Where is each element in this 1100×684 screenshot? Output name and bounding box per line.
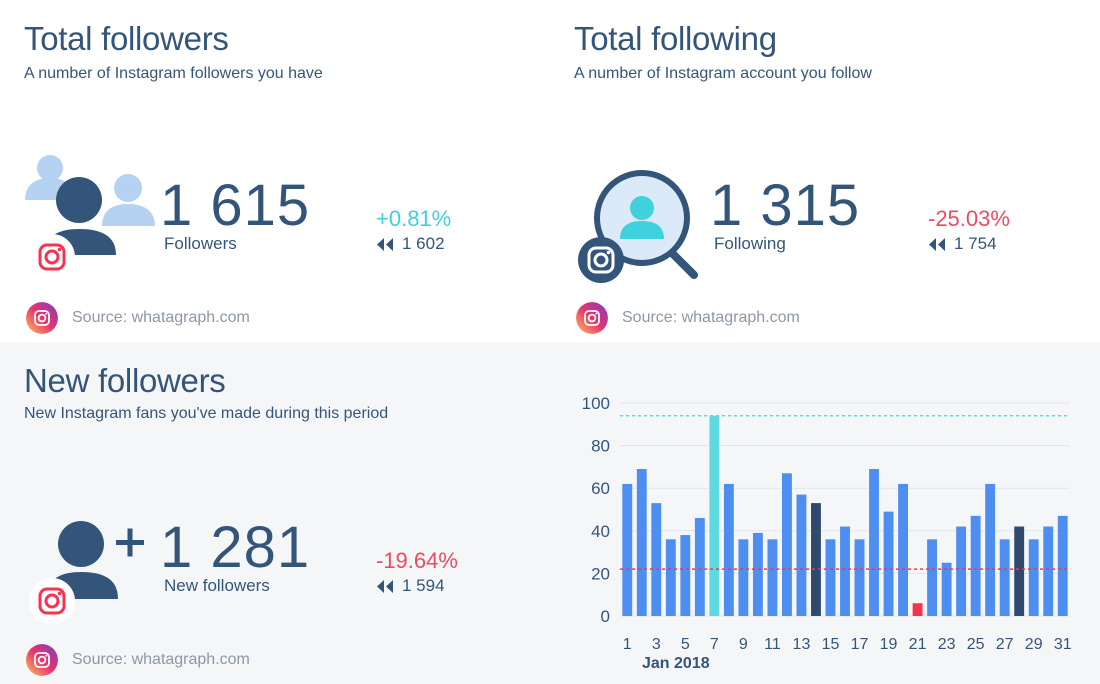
bar-day-4[interactable] [665,539,676,616]
x-tick-label: 17 [851,636,869,653]
x-tick-label: 3 [652,636,661,653]
following-source-text: Source: whatagraph.com [622,309,800,326]
instagram-icon [26,302,58,334]
new-followers-source: Source: whatagraph.com [26,644,250,676]
total-following-subtitle: A number of Instagram account you follow [574,65,872,82]
new-followers-panel: New followers New Instagram fans you've … [0,342,1100,684]
x-tick-label: 29 [1025,636,1043,653]
x-tick-label: 5 [681,636,690,653]
chart-bars [622,415,1068,616]
followers-previous: 1 602 [376,234,445,254]
followers-source-text: Source: whatagraph.com [72,309,250,326]
followers-source: Source: whatagraph.com [26,302,250,334]
x-tick-label: 27 [996,636,1014,653]
new-followers-count: 1 281 [160,515,311,580]
bar-day-27[interactable] [999,539,1010,616]
y-tick-label: 60 [591,479,610,498]
rewind-icon [377,237,393,251]
bar-day-15[interactable] [825,539,836,616]
total-following-title: Total following [574,20,777,57]
new-followers-source-text: Source: whatagraph.com [72,651,250,668]
bar-day-11[interactable] [767,539,778,616]
followers-count: 1 615 [160,173,311,238]
bar-day-25[interactable] [970,515,981,616]
y-tick-label: 0 [601,607,610,626]
new-followers-change: -19.64% [376,548,458,573]
total-followers-title: Total followers [24,20,229,57]
followers-group-icon [25,155,155,280]
bar-day-24[interactable] [956,526,967,616]
add-follower-icon [29,521,144,624]
following-previous-value: 1 754 [954,234,997,253]
bar-day-8[interactable] [723,483,734,616]
bar-day-1[interactable] [622,483,633,616]
bar-day-13[interactable] [796,494,807,616]
total-followers-panel: Total followers A number of Instagram fo… [0,0,550,342]
bar-day-10[interactable] [752,532,763,616]
x-tick-label: 15 [822,636,840,653]
instagram-icon [576,302,608,334]
x-tick-label: 23 [938,636,956,653]
bar-day-18[interactable] [869,469,879,616]
chart-x-ticks: 1 3 5 7 9 11 13 15 17 19 21 23 25 27 29 31 [623,636,1072,653]
new-followers-previous-value: 1 594 [402,576,445,595]
bar-day-7[interactable] [709,415,720,616]
bar-day-6[interactable] [694,518,705,616]
followers-label: Followers [164,234,237,253]
x-tick-label: 1 [623,636,632,653]
rewind-icon [377,579,393,593]
followers-change: +0.81% [376,206,452,231]
x-tick-label: 19 [880,636,898,653]
new-followers-previous: 1 594 [376,576,445,596]
followers-previous-value: 1 602 [402,234,445,253]
bar-day-22[interactable] [927,539,938,616]
bar-day-12[interactable] [782,473,792,616]
new-followers-subtitle: New Instagram fans you've made during th… [24,405,389,422]
following-change: -25.03% [928,206,1010,231]
instagram-icon [26,644,58,676]
bar-day-29[interactable] [1028,539,1039,616]
y-tick-label: 40 [591,522,610,541]
new-followers-label: New followers [164,576,270,595]
bar-day-2[interactable] [636,469,647,616]
x-tick-label: 11 [764,636,781,653]
bar-day-21[interactable] [912,603,923,616]
bar-day-5[interactable] [680,535,691,616]
bar-day-30[interactable] [1043,526,1054,616]
bar-day-31[interactable] [1057,515,1068,616]
rewind-icon [929,237,945,251]
bar-day-16[interactable] [840,526,850,616]
new-followers-chart: 0 20 40 60 80 100 1 3 5 7 9 11 13 15 17 19 21 23 25 27 29 31… [570,385,1080,680]
bar-day-9[interactable] [738,539,749,616]
following-source: Source: whatagraph.com [576,302,800,334]
bar-day-3[interactable] [651,503,662,616]
y-tick-label: 100 [582,394,610,413]
x-tick-label: 21 [909,636,927,653]
bar-day-28[interactable] [1014,526,1025,616]
bar-day-23[interactable] [941,562,952,616]
bar-day-14[interactable] [811,503,821,616]
following-label: Following [714,234,786,253]
chart-reference-lines [620,415,1070,570]
bar-day-19[interactable] [883,511,894,616]
x-tick-label: 9 [739,636,748,653]
bar-day-20[interactable] [898,483,908,616]
total-following-panel: Total following A number of Instagram ac… [550,0,1100,342]
new-followers-title: New followers [24,362,226,399]
x-tick-label: 7 [710,636,719,653]
x-tick-label: 13 [793,636,811,653]
y-tick-label: 20 [591,564,610,583]
search-user-icon [578,170,698,283]
x-tick-label: 31 [1054,636,1072,653]
x-tick-label: 25 [967,636,985,653]
following-previous: 1 754 [928,234,997,254]
y-tick-label: 80 [591,437,610,456]
total-followers-subtitle: A number of Instagram followers you have [24,65,323,82]
chart-x-axis-label: Jan 2018 [642,655,710,672]
following-count: 1 315 [710,173,861,238]
bar-day-26[interactable] [985,483,996,616]
bar-day-17[interactable] [854,539,865,616]
